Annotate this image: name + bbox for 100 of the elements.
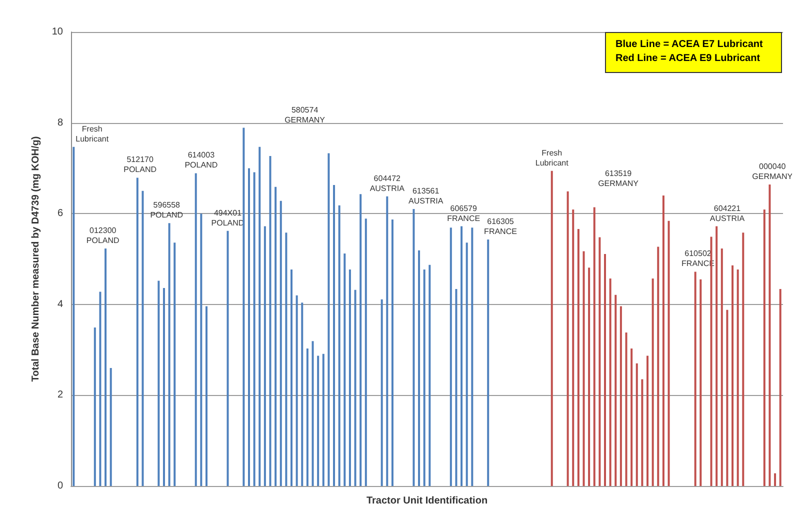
bar	[550, 170, 553, 486]
bar	[328, 153, 330, 486]
annotation: Blue Line = ACEA E7 Lubricant	[616, 39, 764, 50]
bar	[577, 229, 580, 486]
bar	[652, 278, 654, 486]
bar	[609, 278, 612, 486]
bar	[312, 341, 314, 486]
bar	[158, 280, 160, 486]
bar	[630, 348, 633, 486]
bar	[423, 269, 426, 486]
bar	[742, 232, 744, 486]
bar	[386, 196, 388, 486]
bar	[296, 295, 298, 486]
y-tick-label: 2	[57, 390, 64, 401]
annotation: 614003 POLAND	[184, 150, 218, 170]
bar	[732, 265, 734, 486]
bar	[290, 269, 293, 486]
annotation: 494X01 POLAND	[211, 208, 244, 228]
bar	[460, 226, 463, 486]
annotation: 613519 GERMANY	[598, 168, 640, 188]
bar	[646, 356, 649, 486]
bar	[380, 299, 383, 486]
bar	[253, 172, 256, 486]
bar	[768, 184, 771, 486]
bar	[94, 328, 96, 486]
bar	[763, 210, 766, 486]
annotation: Fresh Lubricant	[76, 124, 110, 144]
bar	[700, 279, 702, 486]
bar	[625, 332, 628, 486]
bar	[641, 379, 644, 486]
bar	[348, 269, 351, 486]
bar	[726, 310, 728, 486]
bar	[168, 223, 170, 486]
bar	[99, 292, 102, 486]
bar	[301, 302, 304, 486]
y-tick-label: 6	[57, 208, 64, 220]
annotation: 616305 FRANCE	[484, 216, 517, 236]
annotation: 604221 AUSTRIA	[710, 204, 746, 223]
annotation: 012300 POLAND	[86, 226, 120, 246]
bar	[104, 248, 107, 486]
annotation: 613561 AUSTRIA	[408, 186, 444, 206]
y-tick-label: 0	[57, 480, 64, 492]
bar	[226, 230, 229, 486]
bar	[466, 242, 468, 486]
bar	[598, 237, 601, 486]
bar	[774, 473, 776, 486]
bar	[471, 228, 474, 486]
bar	[720, 248, 723, 486]
bar	[412, 209, 415, 486]
bar	[657, 246, 660, 486]
bar	[317, 356, 320, 486]
y-tick-label: 10	[52, 26, 64, 38]
bar	[322, 354, 324, 486]
bar	[668, 220, 670, 486]
bar	[136, 178, 138, 486]
y-tick-label: 8	[57, 117, 64, 128]
bar	[694, 272, 696, 486]
bar	[248, 168, 250, 486]
bar	[354, 290, 356, 486]
annotation: 512170 POLAND	[124, 155, 157, 174]
bar	[142, 190, 144, 486]
bar	[566, 191, 569, 486]
bar	[274, 186, 277, 486]
bar	[264, 226, 266, 486]
bar	[200, 214, 202, 486]
bar	[242, 128, 245, 486]
annotation: 580574 GERMANY	[284, 105, 326, 124]
bar	[450, 228, 452, 486]
bar	[582, 251, 585, 486]
bar	[779, 288, 782, 486]
bar	[285, 232, 288, 486]
bar	[333, 185, 336, 486]
bar	[418, 250, 420, 486]
bar	[269, 156, 272, 486]
bar	[344, 254, 346, 486]
bar	[487, 239, 490, 486]
bar	[614, 294, 617, 486]
bar	[716, 226, 718, 486]
bar	[736, 269, 739, 486]
bar	[662, 195, 664, 486]
bar	[205, 306, 208, 486]
y-axis-title: Total Base Number measured by D4739 (mg KOH/g)	[30, 136, 42, 382]
annotation: Fresh Lubricant	[535, 148, 570, 168]
annotation: 596558 POLAND	[150, 200, 184, 220]
bar	[428, 264, 431, 486]
bar	[636, 363, 638, 486]
bar	[306, 348, 308, 486]
bar	[391, 220, 394, 486]
bar	[572, 210, 574, 486]
bar	[588, 268, 590, 486]
annotation: Red Line = ACEA E9 Lubricant	[616, 53, 761, 64]
bar	[593, 207, 596, 486]
bar	[360, 194, 362, 486]
bar	[162, 288, 165, 486]
bar	[620, 306, 622, 486]
bar	[364, 218, 367, 486]
bar	[72, 146, 75, 486]
bar	[604, 254, 606, 486]
bar	[280, 200, 282, 486]
bar	[338, 205, 340, 486]
